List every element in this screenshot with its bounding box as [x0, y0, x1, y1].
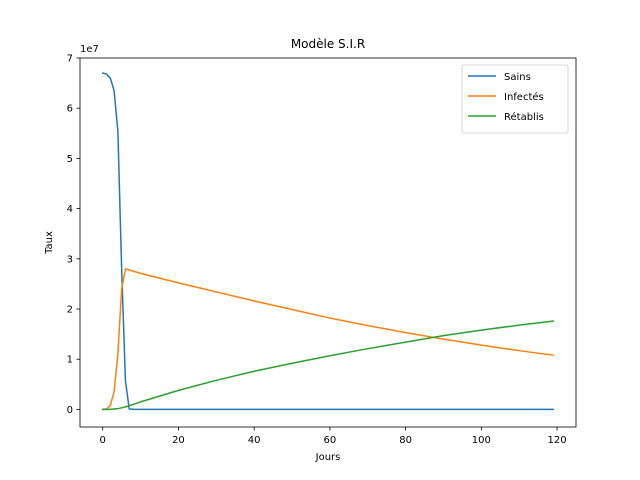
axes-frame	[79, 57, 577, 428]
y-tick-label: 3	[67, 254, 73, 265]
y-tick-label: 0	[67, 405, 73, 416]
plot-area	[101, 72, 555, 411]
series-line-1	[101, 268, 555, 411]
x-tick-label: 80	[399, 435, 412, 446]
x-axis-title: Jours	[315, 452, 341, 463]
y-tick-label: 2	[67, 305, 73, 316]
x-tick-label: 0	[100, 435, 106, 446]
x-tick-label: 60	[324, 435, 337, 446]
chart-title: Modèle S.I.R	[291, 37, 365, 51]
legend: Sains Infectés Rétablis	[461, 64, 569, 134]
legend-label-0: Sains	[504, 72, 531, 83]
y-tick-label: 1	[67, 355, 73, 366]
y-axis-title: Taux	[44, 231, 55, 255]
legend-label-1: Infectés	[504, 91, 544, 103]
y-tick-label: 4	[67, 204, 73, 215]
axes: 0 20 40 60 80 100 120 0 1 2 3 4 5 6 7	[67, 54, 577, 446]
x-tick-label: 40	[248, 435, 261, 446]
series-line-0	[101, 72, 555, 411]
x-tick-label: 120	[548, 435, 567, 446]
series-line-2	[101, 320, 555, 411]
x-tick-label: 20	[172, 435, 185, 446]
y-tick-label: 6	[67, 104, 73, 115]
legend-label-2: Rétablis	[504, 111, 544, 123]
y-tick-label: 7	[67, 54, 73, 65]
y-tick-label: 5	[67, 154, 73, 165]
x-tick-label: 100	[472, 435, 491, 446]
y-axis-scale-label: 1e7	[80, 44, 99, 55]
